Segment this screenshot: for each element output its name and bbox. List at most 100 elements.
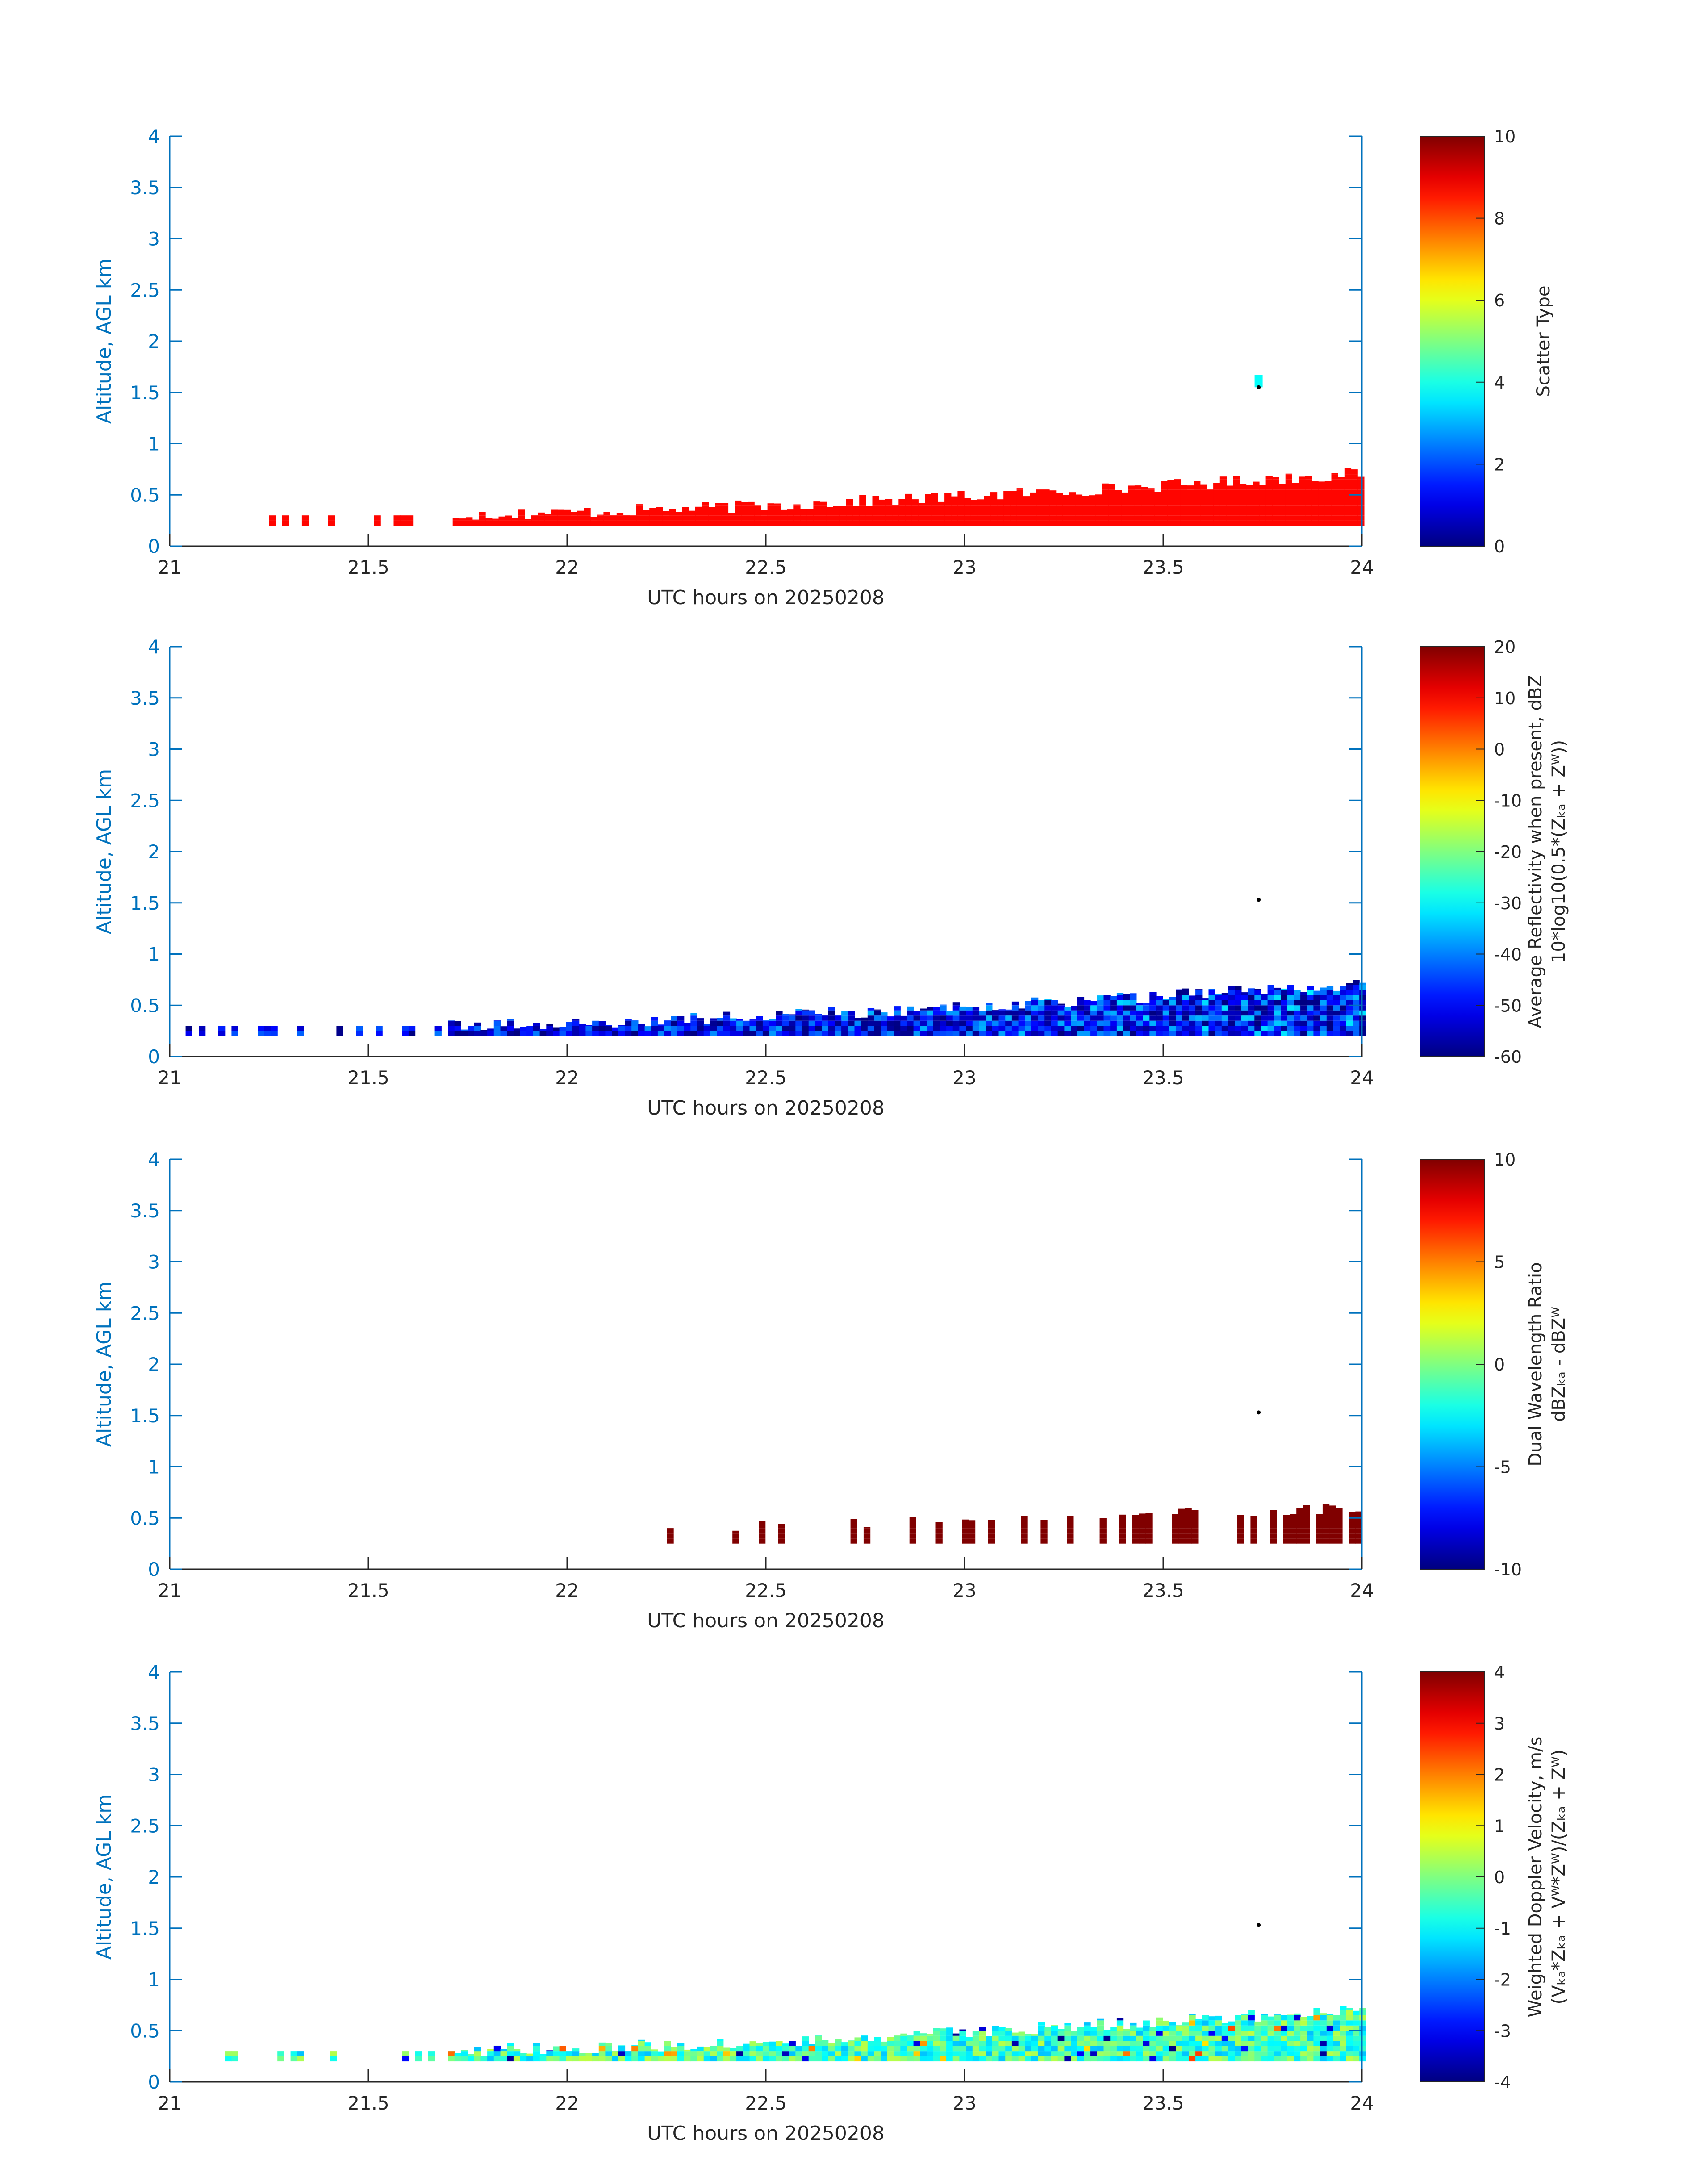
heatmap-cell [1207,510,1214,516]
heatmap-cell [1287,2035,1294,2041]
heatmap-cell [1221,2041,1229,2046]
heatmap-cell [1077,1015,1085,1021]
heatmap-cell [1300,1000,1307,1006]
heatmap-cell [1149,1010,1157,1016]
heatmap-cell [952,2035,960,2041]
heatmap-cell [1095,500,1102,506]
heatmap-cell [406,515,414,521]
heatmap-cell [1329,1538,1336,1544]
heatmap-cell [1208,2046,1215,2052]
heatmap-cell [1051,1020,1058,1026]
heatmap-cell [881,1015,888,1021]
heatmap-cell [828,2043,835,2046]
heatmap-cell [1346,1000,1353,1006]
heatmap-cell [1130,995,1137,1000]
heatmap-cell [677,2051,685,2056]
heatmap-cell [1207,500,1214,506]
heatmap-cell [841,2051,848,2056]
heatmap-cell [1349,1518,1356,1523]
heatmap-cell [1115,500,1122,506]
heatmap-cell [264,1031,271,1036]
heatmap-cell [1221,2035,1229,2041]
heatmap-cell [1119,1528,1126,1534]
heatmap-cell [1326,2015,1334,2021]
heatmap-cell [1357,476,1365,480]
heatmap-cell [1145,1533,1153,1539]
heatmap-cell [1121,500,1128,506]
heatmap-cell [1353,2020,1360,2026]
heatmap-cell [1329,1513,1336,1518]
heatmap-cell [1311,489,1319,495]
heatmap-cell [1167,495,1174,500]
heatmap-cell [1077,1026,1085,1031]
heatmap-cell [1011,2046,1019,2052]
heatmap-cell [894,1026,901,1031]
heatmap-cell [997,515,1004,521]
heatmap-cell [1349,1538,1356,1544]
heatmap-cell [1134,485,1142,490]
heatmap-cell [887,1020,894,1026]
heatmap-cell [990,520,998,526]
heatmap-cell [448,2051,455,2056]
heatmap-cell [643,510,650,516]
heatmap-cell [940,2028,947,2031]
heatmap-cell [1324,515,1332,521]
heatmap-cell [749,1031,756,1036]
heatmap-cell [1338,505,1345,510]
heatmap-cell [1294,2025,1301,2031]
heatmap-cell [940,1026,947,1031]
heatmap-cell [1359,2015,1366,2021]
heatmap-cell [1338,489,1345,495]
heatmap-cell [984,496,991,500]
heatmap-cell [1156,1010,1163,1016]
heatmap-cell [952,2033,960,2036]
heatmap-cell [1077,2046,1085,2052]
heatmap-cell [1176,1005,1183,1011]
heatmap-cell [905,500,912,506]
heatmap-cell [717,2046,724,2052]
heatmap-cell [1195,2019,1203,2021]
heatmap-cell [546,2056,553,2062]
heatmap-cell [1110,2035,1117,2041]
heatmap-cell [861,1026,868,1031]
heatmap-cell [1296,1518,1303,1523]
heatmap-cell [1051,1026,1058,1031]
heatmap-cell [859,495,866,500]
heatmap-cell [1296,1533,1303,1539]
heatmap-cell [927,2034,934,2036]
heatmap-cell [1067,1528,1074,1534]
heatmap-cell [328,520,335,526]
heatmap-cell [1149,1005,1157,1011]
heatmap-cell [998,1020,1006,1026]
heatmap-cell [749,1026,756,1031]
heatmap-cell [1326,2020,1334,2026]
heatmap-cell [846,520,853,526]
heatmap-cell [1018,2051,1025,2056]
heatmap-cell [998,2056,1006,2062]
heatmap-cell [1016,520,1023,526]
heatmap-cell [1099,1523,1107,1529]
heatmap-cell [1123,2035,1130,2041]
heatmap-cell [1213,495,1220,500]
heatmap-cell [1149,2051,1157,2056]
heatmap-cell [1051,2041,1058,2046]
heatmap-cell [1143,1010,1150,1016]
heatmap-cell [1281,2051,1288,2056]
heatmap-cell [1176,2031,1183,2036]
heatmap-cell [597,520,604,526]
heatmap-cell [1110,1005,1117,1011]
heatmap-cell [1097,2056,1104,2062]
heatmap-cell [684,2049,691,2052]
heatmap-cell [1290,1523,1297,1529]
heatmap-cell [854,2041,861,2046]
heatmap-cell [913,2056,920,2062]
heatmap-cell [1044,1005,1052,1011]
heatmap-cell [671,1016,678,1021]
heatmap-cell [1051,1000,1058,1006]
heatmap-cell [1036,489,1043,490]
heatmap-cell [867,2041,875,2046]
heatmap-cell [1267,2035,1274,2041]
heatmap-cell [677,1026,685,1031]
heatmap-cell [1248,2015,1255,2021]
heatmap-cell [927,2041,934,2046]
